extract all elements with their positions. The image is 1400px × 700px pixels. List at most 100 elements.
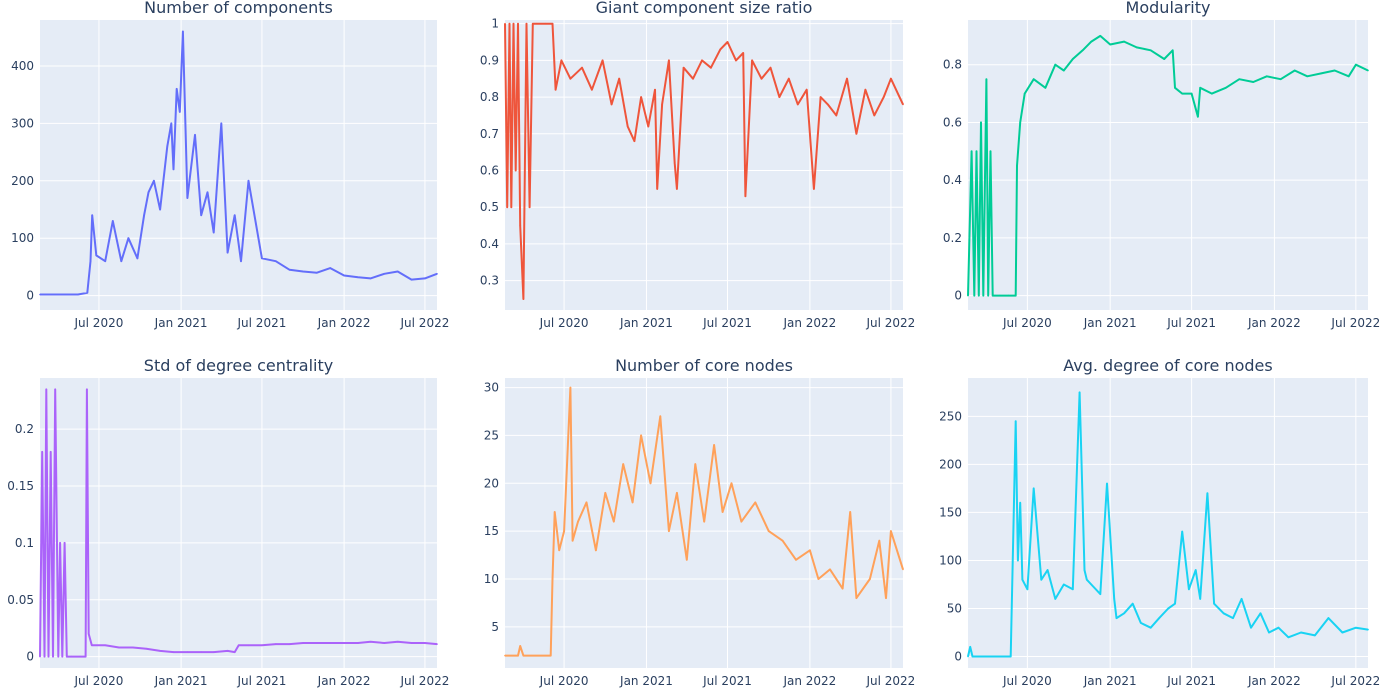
data-point — [1115, 617, 1118, 619]
data-point — [902, 103, 904, 106]
data-point — [742, 52, 744, 54]
plot-area — [40, 20, 437, 310]
data-point — [1367, 628, 1369, 631]
data-point — [504, 654, 506, 657]
data-point — [692, 77, 694, 80]
data-point — [200, 214, 202, 216]
data-point — [668, 530, 670, 532]
panel-avg-degree-of-core-nodes: 0 50 100 150 200 250 Jul 2020 Jan 2021 Jul 2021 J… — [939, 356, 1380, 688]
data-point — [261, 257, 263, 260]
data-point — [769, 66, 772, 69]
y-tick-label: 50 — [947, 601, 962, 615]
panel-title: Number of core nodes — [615, 356, 793, 375]
data-point — [91, 214, 93, 216]
data-point — [1032, 487, 1035, 490]
data-point — [849, 511, 851, 513]
data-point — [795, 559, 797, 561]
x-tick-label: Jan 2021 — [154, 316, 208, 330]
data-point — [640, 96, 642, 98]
data-point — [577, 520, 579, 523]
data-point — [120, 260, 123, 263]
series-line — [967, 391, 1369, 658]
y-tick-label: 0.2 — [943, 231, 962, 245]
x-tick-label: Jul 2022 — [1330, 674, 1380, 688]
data-point — [1149, 626, 1152, 629]
x-tick-label: Jul 2021 — [237, 674, 287, 688]
data-point — [424, 642, 426, 644]
data-point — [145, 647, 148, 650]
data-point — [1163, 58, 1165, 60]
data-point — [1171, 49, 1174, 52]
y-tick-label: 100 — [939, 553, 962, 567]
x-tick-label: Jan 2022 — [317, 674, 371, 688]
data-point — [878, 539, 881, 542]
data-point — [343, 642, 345, 644]
data-point — [43, 655, 46, 658]
data-point — [182, 30, 184, 33]
x-tick-label: Jan 2022 — [1247, 674, 1301, 688]
data-point — [1355, 626, 1357, 629]
x-tick-label: Jul 2021 — [237, 316, 287, 330]
data-point — [132, 646, 134, 649]
x-tick-label: Jul 2020 — [74, 316, 124, 330]
data-point — [1021, 578, 1024, 581]
y-tick-label: 25 — [484, 428, 499, 442]
data-point — [39, 293, 41, 296]
data-point — [869, 578, 871, 580]
panel-modularity: 0 0.2 0.4 0.6 0.8 Jul 2020 Jan 2021 Jul 2021 Jan… — [943, 0, 1380, 330]
data-point — [661, 103, 663, 106]
data-point — [1320, 72, 1322, 75]
data-point — [1016, 164, 1018, 167]
data-point — [1019, 121, 1021, 124]
data-point — [703, 520, 705, 523]
data-point — [1046, 569, 1049, 571]
data-point — [585, 501, 588, 504]
data-point — [275, 260, 277, 263]
data-point — [1206, 492, 1209, 495]
data-point — [410, 278, 413, 281]
data-point — [522, 298, 525, 300]
x-tick-label: Jul 2020 — [539, 674, 589, 688]
data-point — [240, 260, 242, 263]
x-tick-label: Jul 2020 — [539, 316, 589, 330]
data-point — [553, 511, 556, 513]
data-point — [39, 655, 41, 658]
data-point — [890, 530, 892, 532]
data-point — [846, 77, 848, 80]
data-point — [969, 646, 971, 648]
x-tick-label: Jul 2020 — [1002, 674, 1052, 688]
y-tick-label: 200 — [11, 174, 34, 188]
data-point — [410, 642, 413, 644]
y-tick-label: 150 — [939, 505, 962, 519]
panel-giant-component-size-ratio: 0.3 0.4 0.5 0.6 0.7 0.8 0.9 1 Jul 2020 Jan 2021 Ju… — [480, 0, 915, 330]
data-point — [882, 96, 885, 98]
x-tick-label: Jan 2022 — [317, 316, 371, 330]
data-point — [601, 59, 604, 62]
data-point — [1109, 43, 1111, 46]
data-point — [1279, 78, 1282, 80]
y-tick-label: 0.8 — [943, 58, 962, 72]
data-point — [649, 482, 652, 485]
y-tick-label: 0 — [26, 650, 34, 664]
data-point — [172, 651, 175, 653]
data-point — [1078, 391, 1081, 394]
data-point — [676, 188, 678, 190]
data-point — [1007, 294, 1010, 297]
data-point — [971, 655, 974, 658]
data-point — [329, 267, 332, 269]
data-point — [357, 276, 359, 279]
data-point — [1019, 502, 1021, 504]
data-point — [383, 642, 386, 644]
data-point — [226, 251, 229, 254]
data-point — [52, 655, 54, 658]
data-point — [1238, 78, 1241, 80]
data-point — [1314, 634, 1316, 637]
y-tick-label: 0.8 — [480, 90, 499, 104]
data-point — [54, 388, 56, 391]
data-point — [172, 168, 175, 171]
data-point — [975, 150, 978, 153]
data-point — [436, 273, 438, 275]
data-point — [631, 501, 634, 504]
data-point — [316, 642, 318, 644]
data-point — [510, 206, 513, 208]
